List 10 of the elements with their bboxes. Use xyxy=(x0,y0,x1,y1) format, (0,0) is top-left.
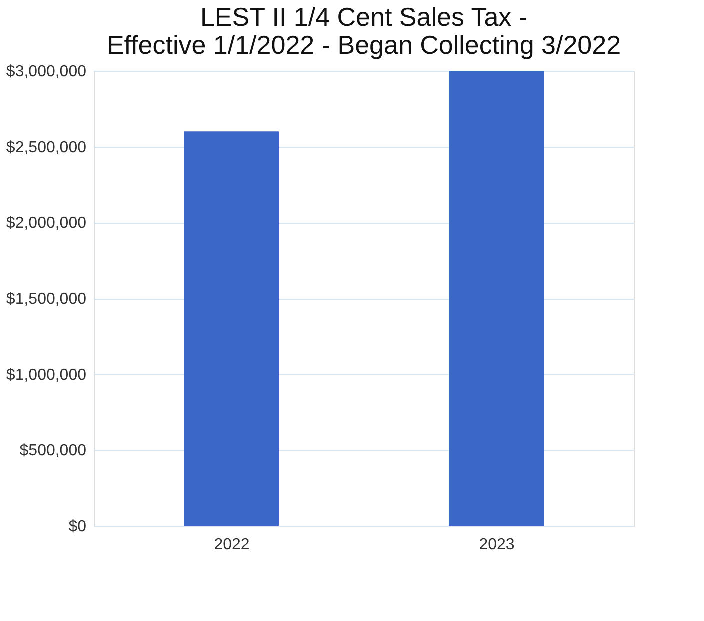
y-tick-label: $1,000,000 xyxy=(6,366,87,384)
chart-title: LEST II 1/4 Cent Sales Tax - Effective 1/1/2022 - Began Collecting 3/2022 xyxy=(106,2,622,60)
y-tick-label: $500,000 xyxy=(20,442,87,460)
y-tick-label: $1,500,000 xyxy=(6,291,87,308)
y-tick-label: $0 xyxy=(68,518,87,536)
y-tick-label: $2,500,000 xyxy=(6,139,87,156)
y-tick-label: $3,000,000 xyxy=(6,64,87,80)
x-tick-label: 2023 xyxy=(479,536,515,554)
y-tick-label: $2,000,000 xyxy=(6,215,87,232)
x-tick-label: 2022 xyxy=(214,536,250,554)
